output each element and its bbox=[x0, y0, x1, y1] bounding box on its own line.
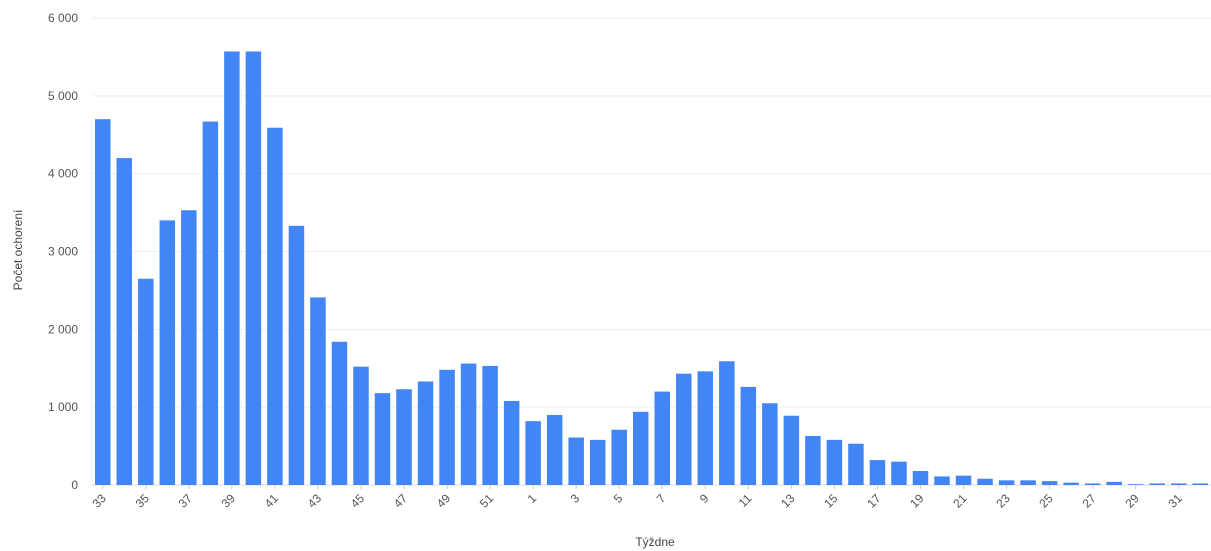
bar-week-19 bbox=[912, 470, 929, 485]
y-tick-label: 0 bbox=[71, 478, 78, 492]
bar-week-20 bbox=[934, 476, 950, 485]
y-tick-label: 2 000 bbox=[48, 322, 78, 336]
bar-week-29 bbox=[1127, 484, 1144, 485]
bar-week-37 bbox=[181, 210, 197, 485]
bar-week-48 bbox=[417, 381, 434, 485]
bar-week-45 bbox=[353, 366, 369, 485]
x-tick-label: 15 bbox=[821, 491, 841, 511]
bar-week-28 bbox=[1106, 481, 1122, 485]
bar-week-23 bbox=[998, 480, 1015, 485]
x-tick-label: 35 bbox=[133, 491, 153, 511]
bar-week-36 bbox=[159, 220, 176, 485]
x-tick-label: 5 bbox=[611, 491, 626, 506]
bar-week-34 bbox=[116, 158, 133, 485]
bar-week-40 bbox=[245, 51, 262, 485]
x-tick-label: 3 bbox=[568, 491, 583, 506]
bar-week-44 bbox=[331, 341, 348, 485]
bar-week-17 bbox=[869, 460, 886, 485]
bar-week-32 bbox=[1192, 483, 1208, 485]
bar-week-41 bbox=[267, 127, 283, 485]
x-tick-label: 19 bbox=[907, 491, 927, 511]
bar-week-33 bbox=[95, 119, 111, 486]
bar-week-51 bbox=[482, 365, 498, 485]
bar-week-12 bbox=[762, 403, 778, 485]
y-tick-label: 6 000 bbox=[48, 11, 78, 25]
x-tick-label: 9 bbox=[697, 491, 712, 506]
bar-week-39 bbox=[224, 51, 240, 485]
x-tick-label: 51 bbox=[477, 491, 497, 511]
bar-week-25 bbox=[1041, 481, 1058, 485]
bar-week-9 bbox=[697, 371, 714, 485]
x-tick-label: 23 bbox=[993, 491, 1013, 511]
bar-week-47 bbox=[396, 389, 412, 485]
bar-week-38 bbox=[202, 121, 219, 486]
bar-week-13 bbox=[783, 415, 800, 485]
x-tick-label: 13 bbox=[778, 491, 798, 511]
x-tick-label: 37 bbox=[176, 491, 196, 511]
bar-week-6 bbox=[632, 411, 649, 485]
x-tick-label: 39 bbox=[219, 491, 239, 511]
x-tick-label: 17 bbox=[864, 491, 884, 511]
bar-week-52 bbox=[503, 400, 520, 485]
y-tick-label: 5 000 bbox=[48, 89, 78, 103]
bar-week-5 bbox=[611, 429, 627, 485]
x-tick-label: 31 bbox=[1165, 491, 1185, 511]
bar-week-2 bbox=[546, 414, 563, 485]
bar-week-35 bbox=[138, 278, 154, 485]
x-tick-label: 1 bbox=[525, 491, 540, 506]
bar-week-8 bbox=[676, 373, 692, 485]
bar-week-3 bbox=[568, 437, 584, 485]
bar-week-42 bbox=[288, 225, 305, 485]
x-tick-label: 47 bbox=[391, 491, 411, 511]
x-tick-label: 11 bbox=[736, 491, 755, 510]
bar-week-46 bbox=[374, 393, 391, 485]
y-tick-label: 3 000 bbox=[48, 245, 78, 259]
bar-week-49 bbox=[439, 369, 455, 485]
x-tick-label: 41 bbox=[262, 491, 282, 511]
bar-week-10 bbox=[719, 361, 735, 485]
y-axis-title: Počet ochorení bbox=[11, 209, 25, 290]
x-tick-label: 45 bbox=[348, 491, 368, 511]
x-tick-label: 49 bbox=[434, 491, 454, 511]
x-tick-label: 25 bbox=[1036, 491, 1056, 511]
x-axis-ticks: 33 35 37 39 41 43 45 47 49 51 1 3 5 7 9 11 13 15 17 19 21 23 2… bbox=[90, 485, 1185, 511]
bar-week-11 bbox=[740, 386, 757, 485]
x-tick-label: 7 bbox=[654, 491, 669, 506]
bar-week-1 bbox=[525, 421, 541, 485]
bar-week-22 bbox=[977, 478, 993, 485]
y-tick-label: 1 000 bbox=[48, 400, 78, 414]
bar-week-14 bbox=[805, 435, 821, 485]
bar-week-50 bbox=[460, 363, 477, 485]
bar-week-26 bbox=[1063, 482, 1079, 485]
bar-week-15 bbox=[826, 439, 843, 485]
bar-week-24 bbox=[1020, 480, 1036, 485]
x-tick-label: 29 bbox=[1122, 491, 1142, 511]
bar-week-31 bbox=[1170, 483, 1187, 485]
x-tick-label: 33 bbox=[90, 491, 110, 511]
x-tick-label: 27 bbox=[1079, 491, 1099, 511]
bar-week-43 bbox=[310, 297, 326, 485]
bars bbox=[95, 51, 1208, 486]
x-tick-label: 21 bbox=[950, 491, 970, 511]
bar-week-30 bbox=[1149, 483, 1165, 485]
y-axis-ticks: 0 1 000 2 000 3 000 4 000 5 000 6 000 bbox=[48, 11, 78, 492]
y-tick-label: 4 000 bbox=[48, 167, 78, 181]
bar-week-7 bbox=[654, 391, 670, 485]
bar-week-16 bbox=[848, 443, 864, 485]
x-tick-label: 43 bbox=[305, 491, 325, 511]
x-axis-title: Týždne bbox=[635, 535, 675, 549]
bar-week-27 bbox=[1084, 483, 1101, 485]
bar-week-4 bbox=[589, 439, 606, 485]
bar-week-21 bbox=[955, 475, 972, 485]
bar-week-18 bbox=[891, 461, 907, 485]
